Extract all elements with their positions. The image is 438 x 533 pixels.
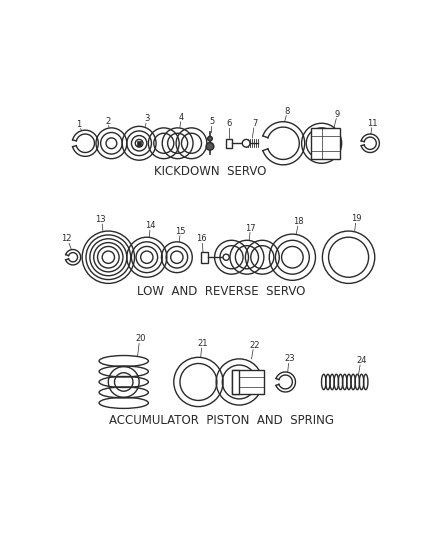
Text: 18: 18 <box>293 217 303 227</box>
FancyBboxPatch shape <box>231 370 263 394</box>
Text: 4: 4 <box>178 112 184 122</box>
Text: 21: 21 <box>197 339 207 348</box>
Circle shape <box>206 142 213 150</box>
Text: 3: 3 <box>144 114 149 123</box>
Text: 20: 20 <box>135 335 145 343</box>
Text: 8: 8 <box>284 107 289 116</box>
Text: 6: 6 <box>226 119 231 128</box>
Text: 11: 11 <box>366 119 377 128</box>
Circle shape <box>207 136 212 141</box>
FancyBboxPatch shape <box>231 370 239 394</box>
Text: 24: 24 <box>356 356 366 365</box>
Text: 12: 12 <box>61 235 72 244</box>
FancyBboxPatch shape <box>226 139 232 148</box>
FancyBboxPatch shape <box>310 128 339 159</box>
Text: 14: 14 <box>145 221 155 230</box>
Text: KICKDOWN  SERVO: KICKDOWN SERVO <box>153 165 265 178</box>
Circle shape <box>223 254 229 260</box>
Text: 15: 15 <box>175 227 186 236</box>
Circle shape <box>242 140 250 147</box>
Text: 19: 19 <box>350 214 361 223</box>
Text: 13: 13 <box>95 215 106 224</box>
Text: 5: 5 <box>208 117 214 126</box>
Text: 17: 17 <box>245 223 255 232</box>
Text: 1: 1 <box>76 119 81 128</box>
Text: ACCUMULATOR  PISTON  AND  SPRING: ACCUMULATOR PISTON AND SPRING <box>109 414 333 427</box>
Text: 7: 7 <box>251 119 257 128</box>
FancyBboxPatch shape <box>200 252 208 263</box>
Text: 22: 22 <box>249 341 259 350</box>
Text: LOW  AND  REVERSE  SERVO: LOW AND REVERSE SERVO <box>137 285 305 297</box>
Text: 23: 23 <box>283 354 294 364</box>
Text: 16: 16 <box>196 235 206 244</box>
Text: 9: 9 <box>334 110 339 119</box>
Text: 2: 2 <box>105 117 110 126</box>
FancyBboxPatch shape <box>137 141 141 146</box>
